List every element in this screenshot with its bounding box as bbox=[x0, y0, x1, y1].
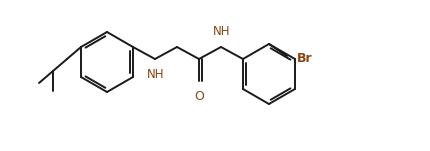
Text: NH: NH bbox=[147, 68, 165, 81]
Text: NH: NH bbox=[213, 25, 231, 38]
Text: O: O bbox=[194, 90, 204, 103]
Text: Br: Br bbox=[297, 53, 313, 66]
